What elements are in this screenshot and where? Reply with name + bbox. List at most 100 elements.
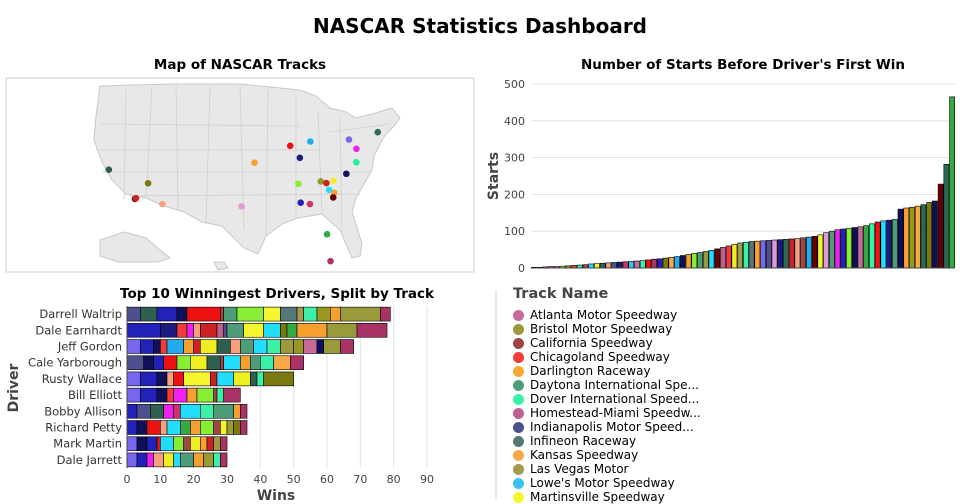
starts-bar-13[interactable]: [605, 262, 612, 269]
starts-bar-25[interactable]: [674, 256, 680, 269]
wins-segment-5-9[interactable]: [223, 387, 241, 403]
wins-segment-3-13[interactable]: [290, 355, 304, 370]
wins-segment-1-14[interactable]: [326, 323, 358, 338]
wins-segment-7-1[interactable]: [136, 420, 148, 435]
starts-bar-50[interactable]: [817, 234, 824, 269]
starts-bar-23[interactable]: [662, 257, 669, 269]
wins-segment-8-0[interactable]: [126, 436, 138, 451]
starts-bar-51[interactable]: [823, 232, 829, 269]
starts-bar-62[interactable]: [886, 219, 892, 269]
starts-bar-11[interactable]: [594, 263, 600, 269]
wins-segment-2-14[interactable]: [293, 339, 304, 354]
wins-segment-7-9[interactable]: [220, 420, 228, 435]
wins-segment-9-7[interactable]: [193, 452, 204, 468]
legend-item[interactable]: Darlington Raceway: [513, 364, 651, 378]
legend-item[interactable]: Chicagoland Speedway: [513, 350, 670, 364]
wins-segment-6-0[interactable]: [126, 404, 138, 419]
map-marker-4[interactable]: [159, 200, 166, 208]
legend-item[interactable]: Infineon Raceway: [513, 434, 636, 448]
wins-segment-3-0[interactable]: [126, 355, 144, 370]
wins-segment-7-0[interactable]: [126, 420, 138, 435]
starts-bar-37[interactable]: [742, 241, 749, 269]
wins-segment-3-5[interactable]: [190, 355, 208, 370]
map-marker-21[interactable]: [353, 145, 360, 153]
starts-bar-16[interactable]: [622, 261, 629, 269]
wins-segment-9-5[interactable]: [173, 452, 181, 468]
wins-segment-8-4[interactable]: [160, 436, 174, 451]
wins-segment-1-5[interactable]: [200, 323, 218, 338]
legend-item[interactable]: Daytona International Spe...: [513, 378, 699, 392]
map-marker-0[interactable]: [105, 166, 113, 173]
wins-segment-0-3[interactable]: [176, 306, 188, 322]
map-marker-22[interactable]: [345, 136, 353, 143]
wins-segment-1-1[interactable]: [160, 323, 178, 338]
starts-bar-60[interactable]: [874, 221, 881, 269]
wins-segment-8-8[interactable]: [200, 436, 208, 451]
starts-bar-47[interactable]: [800, 237, 807, 269]
wins-segment-7-3[interactable]: [160, 420, 168, 435]
wins-segment-8-2[interactable]: [146, 436, 158, 451]
starts-bar-44[interactable]: [783, 238, 789, 269]
wins-segment-1-3[interactable]: [186, 323, 194, 338]
wins-segment-2-16[interactable]: [316, 339, 324, 354]
wins-segment-3-7[interactable]: [220, 355, 224, 370]
wins-segment-0-1[interactable]: [140, 306, 158, 322]
wins-segment-3-9[interactable]: [240, 355, 251, 370]
map-marker-11[interactable]: [306, 200, 314, 208]
starts-bar-31[interactable]: [708, 250, 715, 269]
starts-bar-42[interactable]: [771, 239, 778, 269]
starts-bar-14[interactable]: [611, 262, 617, 269]
starts-bar-69[interactable]: [926, 202, 933, 269]
map-marker-14[interactable]: [325, 186, 333, 194]
wins-segment-1-6[interactable]: [216, 323, 224, 338]
wins-segment-2-4[interactable]: [166, 339, 184, 354]
wins-segment-7-10[interactable]: [226, 420, 234, 435]
legend-item[interactable]: Martinsville Speedway: [513, 490, 665, 504]
wins-segment-3-8[interactable]: [223, 355, 241, 370]
wins-segment-1-12[interactable]: [286, 323, 298, 338]
map-marker-10[interactable]: [297, 199, 304, 206]
starts-bar-71[interactable]: [937, 183, 944, 269]
starts-bar-33[interactable]: [720, 247, 726, 269]
wins-segment-4-10[interactable]: [256, 371, 264, 387]
starts-bar-46[interactable]: [794, 238, 801, 269]
wins-segment-0-10[interactable]: [296, 306, 304, 322]
wins-segment-0-11[interactable]: [303, 306, 318, 322]
map-marker-13[interactable]: [317, 178, 325, 185]
starts-bar-57[interactable]: [857, 226, 864, 269]
wins-segment-1-4[interactable]: [193, 323, 201, 338]
wins-segment-0-6[interactable]: [223, 306, 238, 322]
map-marker-5[interactable]: [238, 203, 245, 210]
wins-segment-7-4[interactable]: [166, 420, 181, 435]
map-marker-25[interactable]: [327, 257, 334, 265]
wins-segment-2-0[interactable]: [126, 339, 141, 354]
wins-segment-7-8[interactable]: [213, 420, 221, 435]
starts-bar-72[interactable]: [943, 163, 950, 269]
map-marker-23[interactable]: [374, 128, 382, 136]
starts-bar-28[interactable]: [691, 252, 698, 269]
wins-segment-2-11[interactable]: [253, 339, 268, 354]
wins-segment-9-4[interactable]: [163, 452, 174, 468]
starts-bar-17[interactable]: [628, 261, 635, 269]
legend-item[interactable]: Homestead-Miami Speedw...: [513, 406, 701, 420]
wins-segment-0-13[interactable]: [330, 306, 341, 322]
wins-segment-6-3[interactable]: [163, 404, 174, 419]
wins-segment-5-0[interactable]: [126, 387, 141, 403]
wins-segment-6-9[interactable]: [240, 404, 248, 419]
legend-item[interactable]: Kansas Speedway: [513, 448, 638, 462]
starts-bar-63[interactable]: [891, 219, 898, 269]
wins-segment-4-0[interactable]: [126, 371, 141, 387]
wins-segment-5-4[interactable]: [173, 387, 188, 403]
starts-bar-66[interactable]: [909, 206, 915, 269]
wins-segment-9-2[interactable]: [146, 452, 154, 468]
wins-segment-6-7[interactable]: [213, 404, 234, 419]
starts-bar-20[interactable]: [645, 259, 652, 269]
starts-bar-45[interactable]: [788, 238, 795, 269]
starts-bar-18[interactable]: [634, 260, 640, 269]
starts-bar-15[interactable]: [616, 261, 623, 269]
legend-item[interactable]: Dover International Speed...: [513, 392, 699, 406]
starts-bar-10[interactable]: [588, 263, 595, 269]
wins-segment-0-4[interactable]: [186, 306, 221, 322]
starts-bar-64[interactable]: [897, 208, 904, 269]
wins-segment-6-8[interactable]: [233, 404, 241, 419]
